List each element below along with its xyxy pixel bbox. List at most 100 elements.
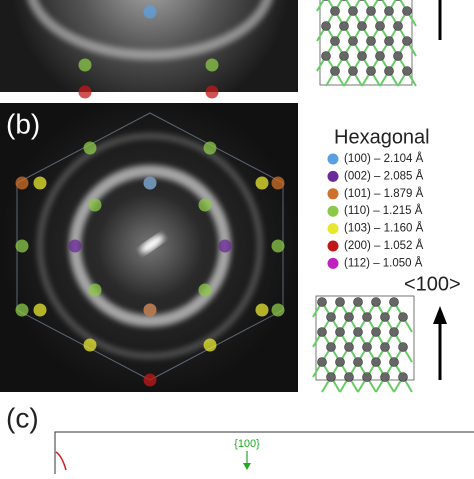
lattice-model <box>316 0 417 87</box>
lattice-atom <box>389 327 399 337</box>
lattice-atom <box>371 297 381 307</box>
legend-swatch <box>327 223 339 235</box>
diffraction-spot <box>198 283 212 297</box>
lattice-atom <box>353 357 363 367</box>
diffraction-spot <box>143 176 157 190</box>
lattice-atom <box>366 6 376 16</box>
lattice-atom <box>402 66 412 76</box>
lattice-frame <box>315 295 415 381</box>
diffraction-ring <box>37 133 263 359</box>
diffraction-ring <box>27 0 273 60</box>
lattice-atom <box>339 21 349 31</box>
legend-entry: (103) – 1.160 Å <box>344 222 424 235</box>
legend-title: Hexagonal <box>334 126 430 148</box>
lattice-atom <box>326 372 336 382</box>
spot-group <box>78 5 219 99</box>
lattice-atom <box>398 372 408 382</box>
diffraction-spot <box>15 303 29 317</box>
diffraction-spot <box>271 303 285 317</box>
lattice-atom <box>402 6 412 16</box>
lattice-atom <box>398 312 408 322</box>
lattice-atom <box>344 342 354 352</box>
diffraction-spot <box>78 85 92 99</box>
legend-entry: (112) – 1.050 Å <box>344 256 423 269</box>
diffraction-spot <box>15 176 29 190</box>
panel-label: (c) <box>6 402 39 433</box>
lattice-atom <box>366 36 376 46</box>
diffraction-spot <box>205 58 219 72</box>
lattice-atom <box>393 21 403 31</box>
lattice-model <box>312 295 415 393</box>
lattice-atom <box>362 312 372 322</box>
plot-frame <box>54 431 474 479</box>
lattice-atom <box>353 297 363 307</box>
diffraction-spot <box>218 239 232 253</box>
lattice-atom <box>330 36 340 46</box>
lattice-atom <box>330 66 340 76</box>
lattice-atom <box>348 66 358 76</box>
lattice-atom <box>348 36 358 46</box>
lattice-atom <box>380 312 390 322</box>
legend-swatch <box>327 170 339 182</box>
lattice-atom <box>375 21 385 31</box>
lattice-atom <box>371 327 381 337</box>
lattice-atom <box>402 36 412 46</box>
lattice-atom <box>366 66 376 76</box>
diffraction-spot <box>88 198 102 212</box>
legend-swatch <box>327 257 339 269</box>
lattice-atom <box>389 297 399 307</box>
panel-label: (b) <box>6 108 40 139</box>
lattice-atom <box>353 327 363 337</box>
diffraction-spot <box>78 58 92 72</box>
lattice-atom <box>384 6 394 16</box>
arrow-head <box>243 463 251 470</box>
lattice-atom <box>317 357 327 367</box>
lattice-atom <box>377 0 383 1</box>
lattice-atom <box>321 21 331 31</box>
lattice-atom <box>395 0 401 1</box>
lattice-atom <box>362 372 372 382</box>
diffraction-spot <box>203 338 217 352</box>
spectrum-trace <box>55 451 67 471</box>
legend-entry: (101) – 1.879 Å <box>344 187 424 200</box>
lattice-atom <box>344 372 354 382</box>
lattice-atom <box>380 372 390 382</box>
lattice-atom <box>317 297 327 307</box>
spot-group <box>15 141 285 387</box>
lattice-atom <box>389 357 399 367</box>
diffraction-spot <box>271 176 285 190</box>
lattice-atom <box>384 66 394 76</box>
arrow-head <box>433 306 447 324</box>
legend: (100) – 2.104 Å (002) – 2.085 Å (101) – 1.… <box>327 152 424 269</box>
lattice-atom <box>335 357 345 367</box>
lattice-atom <box>357 51 367 61</box>
lattice-atom <box>335 327 345 337</box>
lattice-atom <box>375 51 385 61</box>
lattice-atom <box>330 6 340 16</box>
lattice-atom <box>359 0 365 1</box>
lattice-atom <box>339 51 349 61</box>
lattice-atom <box>326 312 336 322</box>
lattice-atom <box>341 0 347 1</box>
legend-entry: (002) – 2.085 Å <box>344 169 424 182</box>
legend-swatch <box>327 153 339 165</box>
legend-entry: (200) – 1.052 Å <box>344 239 424 252</box>
lattice-atom <box>317 327 327 337</box>
direction-label: <100> <box>404 273 461 295</box>
diffraction-spot <box>143 303 157 317</box>
lattice-atom <box>357 21 367 31</box>
diffraction-spot <box>203 141 217 155</box>
lattice-atom <box>326 342 336 352</box>
lattice-atom <box>348 6 358 16</box>
diffraction-spot <box>271 239 285 253</box>
lattice-atom <box>398 342 408 352</box>
lattice-atom <box>384 36 394 46</box>
legend-entry: (110) – 1.215 Å <box>344 204 423 217</box>
beam-stop <box>140 234 164 254</box>
lattice-atom <box>344 312 354 322</box>
diffraction-spot <box>83 338 97 352</box>
diffraction-spot <box>255 303 269 317</box>
diffraction-spot <box>68 239 82 253</box>
legend-swatch <box>327 205 339 217</box>
